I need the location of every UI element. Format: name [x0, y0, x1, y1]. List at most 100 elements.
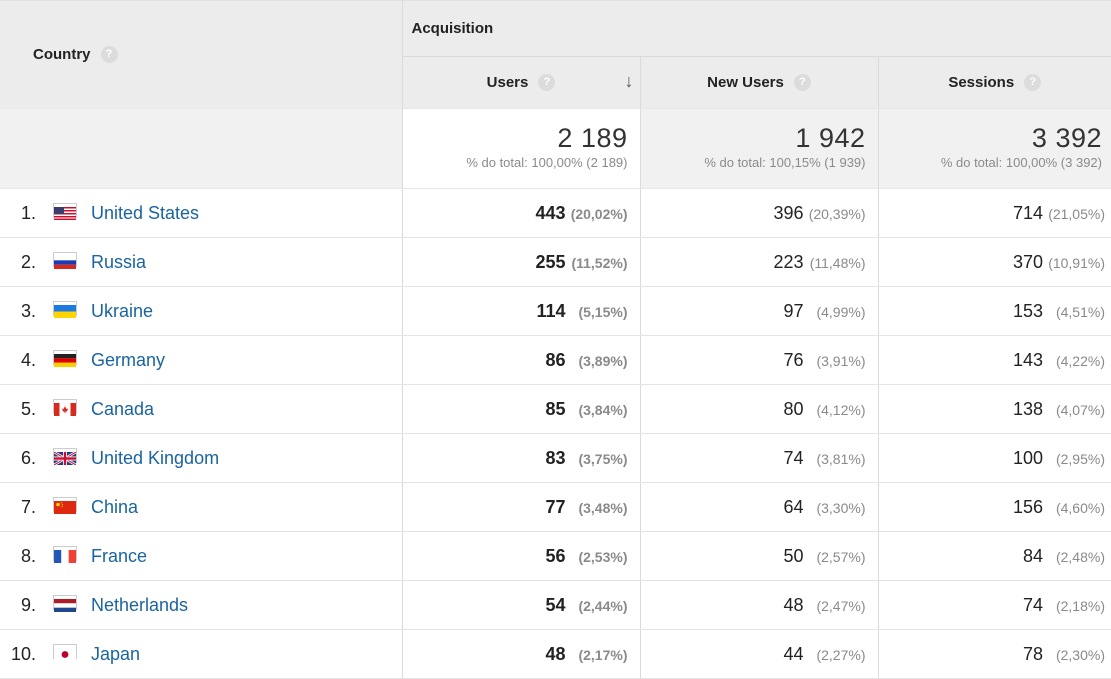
table-row: 7. China 77 (3,48%) 64 (3,30%) 156 (4,60%) — [0, 482, 1111, 532]
country-link[interactable]: United Kingdom — [91, 447, 220, 468]
sessions-cell: 138 (4,07%) — [878, 384, 1111, 434]
flag-ua-icon — [54, 302, 76, 318]
row-number: 5. — [20, 398, 36, 419]
country-link[interactable]: France — [91, 545, 148, 566]
country-link[interactable]: United States — [91, 202, 200, 223]
new-users-total-value: 1 942 — [795, 123, 866, 153]
users-percent: (20,02%) — [570, 205, 628, 222]
sessions-value: 156 — [1012, 496, 1043, 517]
users-value: 83 — [545, 447, 566, 468]
table-row: 5. Canada 85 (3,84%) 80 (4,12%) 138 (4,07%) — [0, 384, 1111, 434]
users-total-value: 2 189 — [557, 123, 628, 153]
users-cell: 443 (20,02%) — [402, 188, 641, 238]
table-row: 4. Germany 86 (3,89%) 76 (3,91%) 143 (4,22%) — [0, 335, 1111, 385]
country-header-label: Country — [33, 45, 91, 63]
sessions-value: 143 — [1012, 349, 1043, 370]
new-users-value: 48 — [783, 594, 804, 615]
table-row: 8. France 56 (2,53%) 50 (2,57%) 84 (2,48%) — [0, 531, 1111, 581]
table-row: 2. Russia 255 (11,52%) 223 (11,48%) 370 (10,91%… — [0, 237, 1111, 287]
country-link[interactable]: China — [91, 496, 139, 517]
new-users-value: 396 — [773, 202, 804, 223]
users-total-subtext: % do total: 100,00% (2 189) — [466, 155, 628, 170]
sessions-percent: (2,95%) — [1055, 450, 1105, 467]
country-cell: 5. Canada — [0, 384, 403, 434]
new-users-total-subtext: % do total: 100,15% (1 939) — [704, 155, 866, 170]
sessions-percent: (2,48%) — [1055, 548, 1105, 565]
new-users-cell: 97 (4,99%) — [640, 286, 879, 336]
new-users-percent: (2,57%) — [816, 548, 866, 565]
country-cell: 4. Germany — [0, 335, 403, 385]
sessions-value: 74 — [1022, 594, 1043, 615]
new-users-cell: 48 (2,47%) — [640, 580, 879, 630]
sessions-cell: 370 (10,91%) — [878, 237, 1111, 287]
sessions-percent: (4,60%) — [1055, 499, 1105, 516]
sort-descending-icon[interactable]: ↓ — [624, 71, 634, 91]
table-row: 3. Ukraine 114 (5,15%) 97 (4,99%) 153 (4,51%) — [0, 286, 1111, 336]
new-users-total-cell: 1 942 % do total: 100,15% (1 939) — [640, 108, 879, 189]
sessions-total-value: 3 392 — [1031, 123, 1102, 153]
sessions-cell: 156 (4,60%) — [878, 482, 1111, 532]
country-link[interactable]: Russia — [91, 251, 147, 272]
new-users-cell: 64 (3,30%) — [640, 482, 879, 532]
table-row: 10. Japan 48 (2,17%) 44 (2,27%) 78 (2,30%) — [0, 629, 1111, 679]
new-users-percent: (2,27%) — [816, 646, 866, 663]
users-percent: (2,17%) — [578, 646, 628, 663]
new-users-header-label: New Users — [707, 73, 784, 91]
help-icon[interactable]: ? — [100, 46, 118, 64]
country-column-header[interactable]: Country? — [0, 0, 403, 109]
sessions-cell: 153 (4,51%) — [878, 286, 1111, 336]
row-number: 8. — [20, 545, 36, 566]
new-users-percent: (2,47%) — [816, 597, 866, 614]
new-users-value: 97 — [783, 300, 804, 321]
help-icon[interactable]: ? — [1024, 74, 1042, 92]
users-cell: 83 (3,75%) — [402, 433, 641, 483]
sessions-cell: 78 (2,30%) — [878, 629, 1111, 679]
new-users-value: 64 — [783, 496, 804, 517]
sessions-cell: 143 (4,22%) — [878, 335, 1111, 385]
users-percent: (3,84%) — [578, 401, 628, 418]
users-column-header[interactable]: Users? ↓ — [402, 56, 641, 109]
sessions-total-cell: 3 392 % do total: 100,00% (3 392) — [878, 108, 1111, 189]
users-percent: (3,48%) — [578, 499, 628, 516]
sessions-value: 153 — [1012, 300, 1043, 321]
flag-gb-icon — [53, 449, 77, 466]
country-link[interactable]: Japan — [91, 643, 141, 664]
sessions-column-header[interactable]: Sessions? — [878, 56, 1111, 109]
new-users-percent: (3,91%) — [816, 352, 866, 369]
new-users-value: 76 — [783, 349, 804, 370]
users-value: 114 — [536, 300, 566, 321]
country-link[interactable]: Germany — [91, 349, 166, 370]
new-users-cell: 74 (3,81%) — [640, 433, 879, 483]
users-value: 255 — [535, 251, 566, 272]
country-link[interactable]: Ukraine — [91, 300, 154, 321]
sessions-percent: (10,91%) — [1048, 254, 1105, 271]
help-icon[interactable]: ? — [538, 74, 556, 92]
sessions-percent: (21,05%) — [1048, 205, 1105, 222]
sessions-percent: (2,18%) — [1055, 597, 1105, 614]
table-row: 1. United States 443 (20,02%) 396 (20,39%) 714… — [0, 188, 1111, 238]
sessions-value: 370 — [1012, 251, 1043, 272]
help-icon[interactable]: ? — [793, 74, 811, 92]
flag-ru-icon — [54, 253, 76, 269]
flag-jp-icon — [54, 645, 76, 661]
users-header-label: Users — [486, 73, 529, 91]
country-cell: 6. United Kingdom — [0, 433, 403, 483]
users-percent: (3,75%) — [578, 450, 628, 467]
country-link[interactable]: Netherlands — [91, 594, 189, 615]
row-number: 7. — [20, 496, 36, 517]
sessions-total-subtext: % do total: 100,00% (3 392) — [940, 155, 1102, 170]
new-users-cell: 396 (20,39%) — [640, 188, 879, 238]
country-link[interactable]: Canada — [91, 398, 155, 419]
users-cell: 255 (11,52%) — [402, 237, 641, 287]
country-cell: 2. Russia — [0, 237, 403, 287]
totals-blank-cell — [0, 108, 403, 189]
users-value: 85 — [545, 398, 566, 419]
new-users-column-header[interactable]: New Users? — [640, 56, 879, 109]
users-value: 54 — [545, 594, 566, 615]
table-row: 6. United Kingdom 83 (3,75%) 74 (3,81%) 100 (2,… — [0, 433, 1111, 483]
sessions-percent: (4,22%) — [1055, 352, 1105, 369]
new-users-percent: (3,30%) — [816, 499, 866, 516]
sessions-percent: (2,30%) — [1055, 646, 1105, 663]
sessions-value: 84 — [1022, 545, 1043, 566]
